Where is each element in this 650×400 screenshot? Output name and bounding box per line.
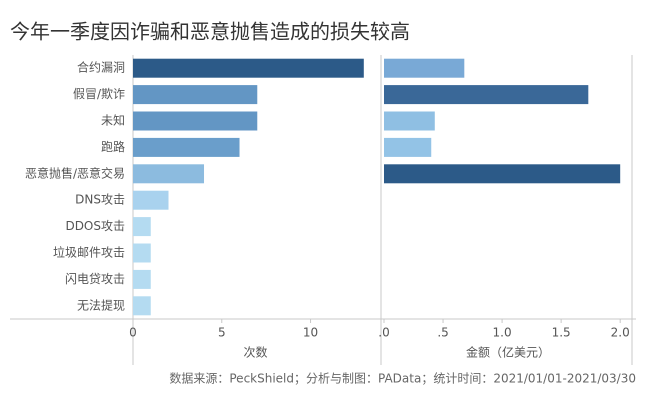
bar: [133, 58, 364, 78]
category-label: 无法提现: [77, 297, 125, 312]
category-label: DNS攻击: [75, 193, 125, 207]
category-label: 跑路: [101, 139, 125, 154]
category-label: 恶意抛售/恶意交易: [25, 165, 125, 180]
bar: [384, 164, 621, 184]
chart-title: 今年一季度因诈骗和恶意抛售造成的损失较高: [10, 20, 410, 44]
category-label: DDOS攻击: [65, 219, 125, 233]
x-tick-label: 0: [129, 326, 137, 340]
bar: [133, 164, 205, 184]
bar: [133, 243, 151, 263]
bar: [384, 111, 435, 131]
bar: [133, 137, 240, 157]
x-tick-label: 5: [218, 326, 226, 340]
category-label: 未知: [101, 114, 125, 128]
bar: [133, 269, 151, 289]
x-tick-label: .5: [437, 326, 448, 340]
x-tick-label: 1.5: [552, 326, 571, 340]
category-label: 合约漏洞: [77, 60, 125, 75]
category-label: 闪电贷攻击: [65, 272, 125, 286]
x-tick-label: .0: [378, 326, 389, 340]
bar: [384, 58, 465, 78]
bar: [133, 111, 258, 131]
category-label: 假冒/欺诈: [73, 87, 125, 101]
bar: [133, 85, 258, 105]
bar: [133, 217, 151, 237]
x-tick-label: 10: [303, 326, 318, 340]
bar: [133, 296, 151, 316]
bar: [384, 85, 589, 105]
axis-title: 金额（亿美元）: [466, 345, 550, 360]
category-label: 垃圾邮件攻击: [53, 245, 125, 260]
x-tick-label: 1.0: [493, 326, 512, 340]
source-note: 数据来源：PeckShield；分析与制图：PAData；统计时间：2021/0…: [169, 371, 636, 386]
bar: [384, 137, 432, 157]
axis-title: 次数: [243, 345, 267, 360]
bar: [133, 190, 169, 210]
x-tick-label: 2.0: [611, 326, 630, 340]
